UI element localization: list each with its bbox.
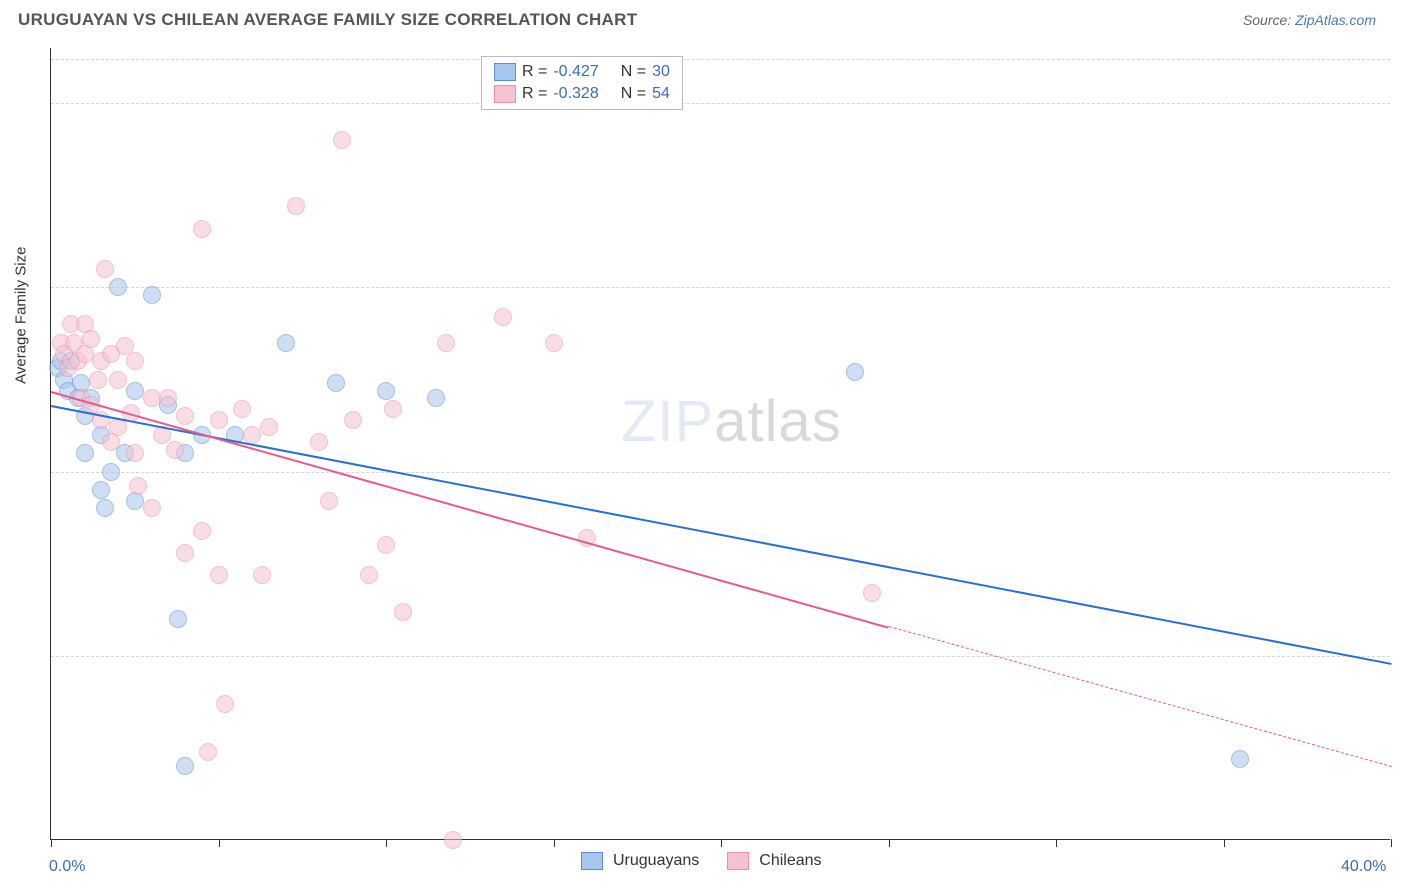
data-point <box>444 831 462 849</box>
data-point <box>96 499 114 517</box>
source-link[interactable]: ZipAtlas.com <box>1295 12 1376 28</box>
watermark-atlas: atlas <box>714 389 842 454</box>
n-label: N = <box>621 63 646 81</box>
data-point <box>384 400 402 418</box>
legend-swatch <box>581 852 603 870</box>
source-attribution: Source: ZipAtlas.com <box>1243 12 1376 28</box>
data-point <box>210 566 228 584</box>
legend-label: Chileans <box>759 852 821 870</box>
legend-label: Uruguayans <box>613 852 699 870</box>
y-axis-title: Average Family Size <box>13 246 30 383</box>
x-tick <box>51 839 52 847</box>
data-point <box>320 492 338 510</box>
data-point <box>82 330 100 348</box>
data-point <box>126 352 144 370</box>
data-point <box>109 371 127 389</box>
data-point <box>545 334 563 352</box>
stats-legend: R = -0.427 N = 30 R = -0.328 N = 54 <box>481 56 683 110</box>
data-point <box>193 220 211 238</box>
chart-title: URUGUAYAN VS CHILEAN AVERAGE FAMILY SIZE… <box>18 10 637 30</box>
r-value: -0.427 <box>553 63 598 81</box>
gridline <box>51 287 1390 288</box>
data-point <box>253 566 271 584</box>
data-point <box>143 499 161 517</box>
data-point <box>169 610 187 628</box>
gridline <box>51 103 1390 104</box>
data-point <box>427 389 445 407</box>
data-point <box>310 433 328 451</box>
data-point <box>846 363 864 381</box>
data-point <box>216 695 234 713</box>
data-point <box>344 411 362 429</box>
data-point <box>129 477 147 495</box>
r-label: R = <box>522 63 547 81</box>
legend-swatch <box>727 852 749 870</box>
r-value: -0.328 <box>553 85 598 103</box>
x-tick <box>889 839 890 847</box>
x-tick <box>1224 839 1225 847</box>
data-point <box>176 757 194 775</box>
data-point <box>377 536 395 554</box>
source-prefix: Source: <box>1243 12 1295 28</box>
data-point <box>377 382 395 400</box>
data-point <box>166 441 184 459</box>
data-point <box>89 371 107 389</box>
data-point <box>159 389 177 407</box>
legend-swatch <box>494 63 516 81</box>
watermark-zip: ZIP <box>621 389 714 454</box>
gridline <box>51 472 1390 473</box>
x-tick <box>1391 839 1392 847</box>
x-tick <box>219 839 220 847</box>
data-point <box>863 584 881 602</box>
stats-legend-row: R = -0.427 N = 30 <box>494 61 670 83</box>
data-point <box>360 566 378 584</box>
r-label: R = <box>522 85 547 103</box>
data-point <box>243 426 261 444</box>
data-point <box>92 481 110 499</box>
data-point <box>260 418 278 436</box>
data-point <box>126 444 144 462</box>
x-tick <box>1056 839 1057 847</box>
correlation-chart: Average Family Size ZIPatlas 2.503.003.5… <box>50 48 1390 840</box>
data-point <box>126 382 144 400</box>
x-tick-label: 0.0% <box>49 858 85 876</box>
gridline <box>51 59 1390 60</box>
data-point <box>102 463 120 481</box>
data-point <box>109 278 127 296</box>
data-point <box>287 197 305 215</box>
data-point <box>494 308 512 326</box>
data-point <box>143 286 161 304</box>
data-point <box>96 260 114 278</box>
data-point <box>176 407 194 425</box>
data-point <box>327 374 345 392</box>
stats-legend-row: R = -0.328 N = 54 <box>494 83 670 105</box>
data-point <box>193 522 211 540</box>
data-point <box>394 603 412 621</box>
watermark: ZIPatlas <box>621 388 842 455</box>
data-point <box>277 334 295 352</box>
data-point <box>143 389 161 407</box>
series-legend: Uruguayans Chileans <box>581 852 840 870</box>
legend-swatch <box>494 85 516 103</box>
data-point <box>233 400 251 418</box>
data-point <box>333 131 351 149</box>
data-point <box>210 411 228 429</box>
data-point <box>437 334 455 352</box>
gridline <box>51 656 1390 657</box>
x-tick-label: 40.0% <box>1341 858 1386 876</box>
data-point <box>1231 750 1249 768</box>
x-tick <box>721 839 722 847</box>
regression-line <box>51 391 889 629</box>
x-tick <box>386 839 387 847</box>
data-point <box>199 743 217 761</box>
regression-line <box>51 405 1391 665</box>
data-point <box>176 544 194 562</box>
n-label: N = <box>621 85 646 103</box>
x-tick <box>554 839 555 847</box>
n-value: 30 <box>652 63 670 81</box>
data-point <box>76 444 94 462</box>
n-value: 54 <box>652 85 670 103</box>
